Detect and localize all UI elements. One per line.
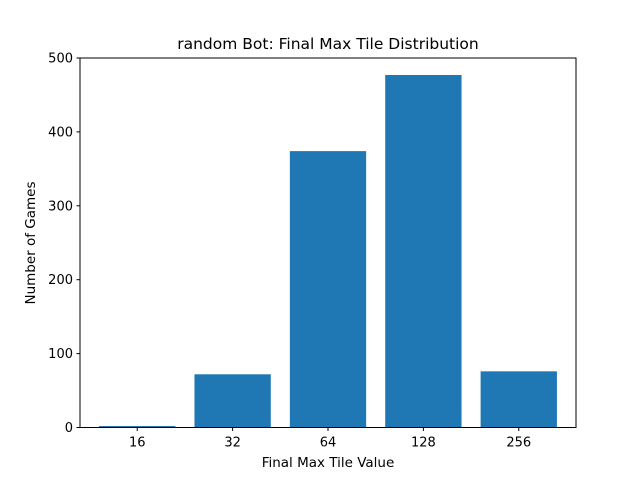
y-tick-label: 300 (48, 199, 73, 214)
y-tick-label: 400 (48, 125, 73, 140)
y-tick-label: 100 (48, 347, 73, 362)
x-axis: 16 32 64 128 256 (129, 427, 531, 451)
x-axis-label: Final Max Tile Value (262, 455, 395, 471)
y-axis-label: Number of Games (23, 181, 39, 304)
x-tick-label: 16 (129, 436, 146, 451)
x-tick-label: 256 (506, 436, 531, 451)
bar-128 (385, 74, 462, 428)
bar-16 (99, 426, 176, 428)
y-tick-label: 500 (48, 52, 73, 67)
y-tick-label: 0 (65, 421, 73, 436)
x-tick-label: 64 (320, 436, 337, 451)
y-tick-label: 200 (48, 273, 73, 288)
bar-256 (480, 371, 557, 428)
y-axis: 0 100 200 300 400 500 (48, 52, 80, 436)
x-tick-label: 32 (224, 436, 241, 451)
bar-32 (194, 374, 271, 428)
x-tick-label: 128 (411, 436, 436, 451)
bar-64 (289, 151, 367, 428)
chart-title: random Bot: Final Max Tile Distribution (177, 35, 479, 53)
bars-layer (99, 74, 557, 428)
